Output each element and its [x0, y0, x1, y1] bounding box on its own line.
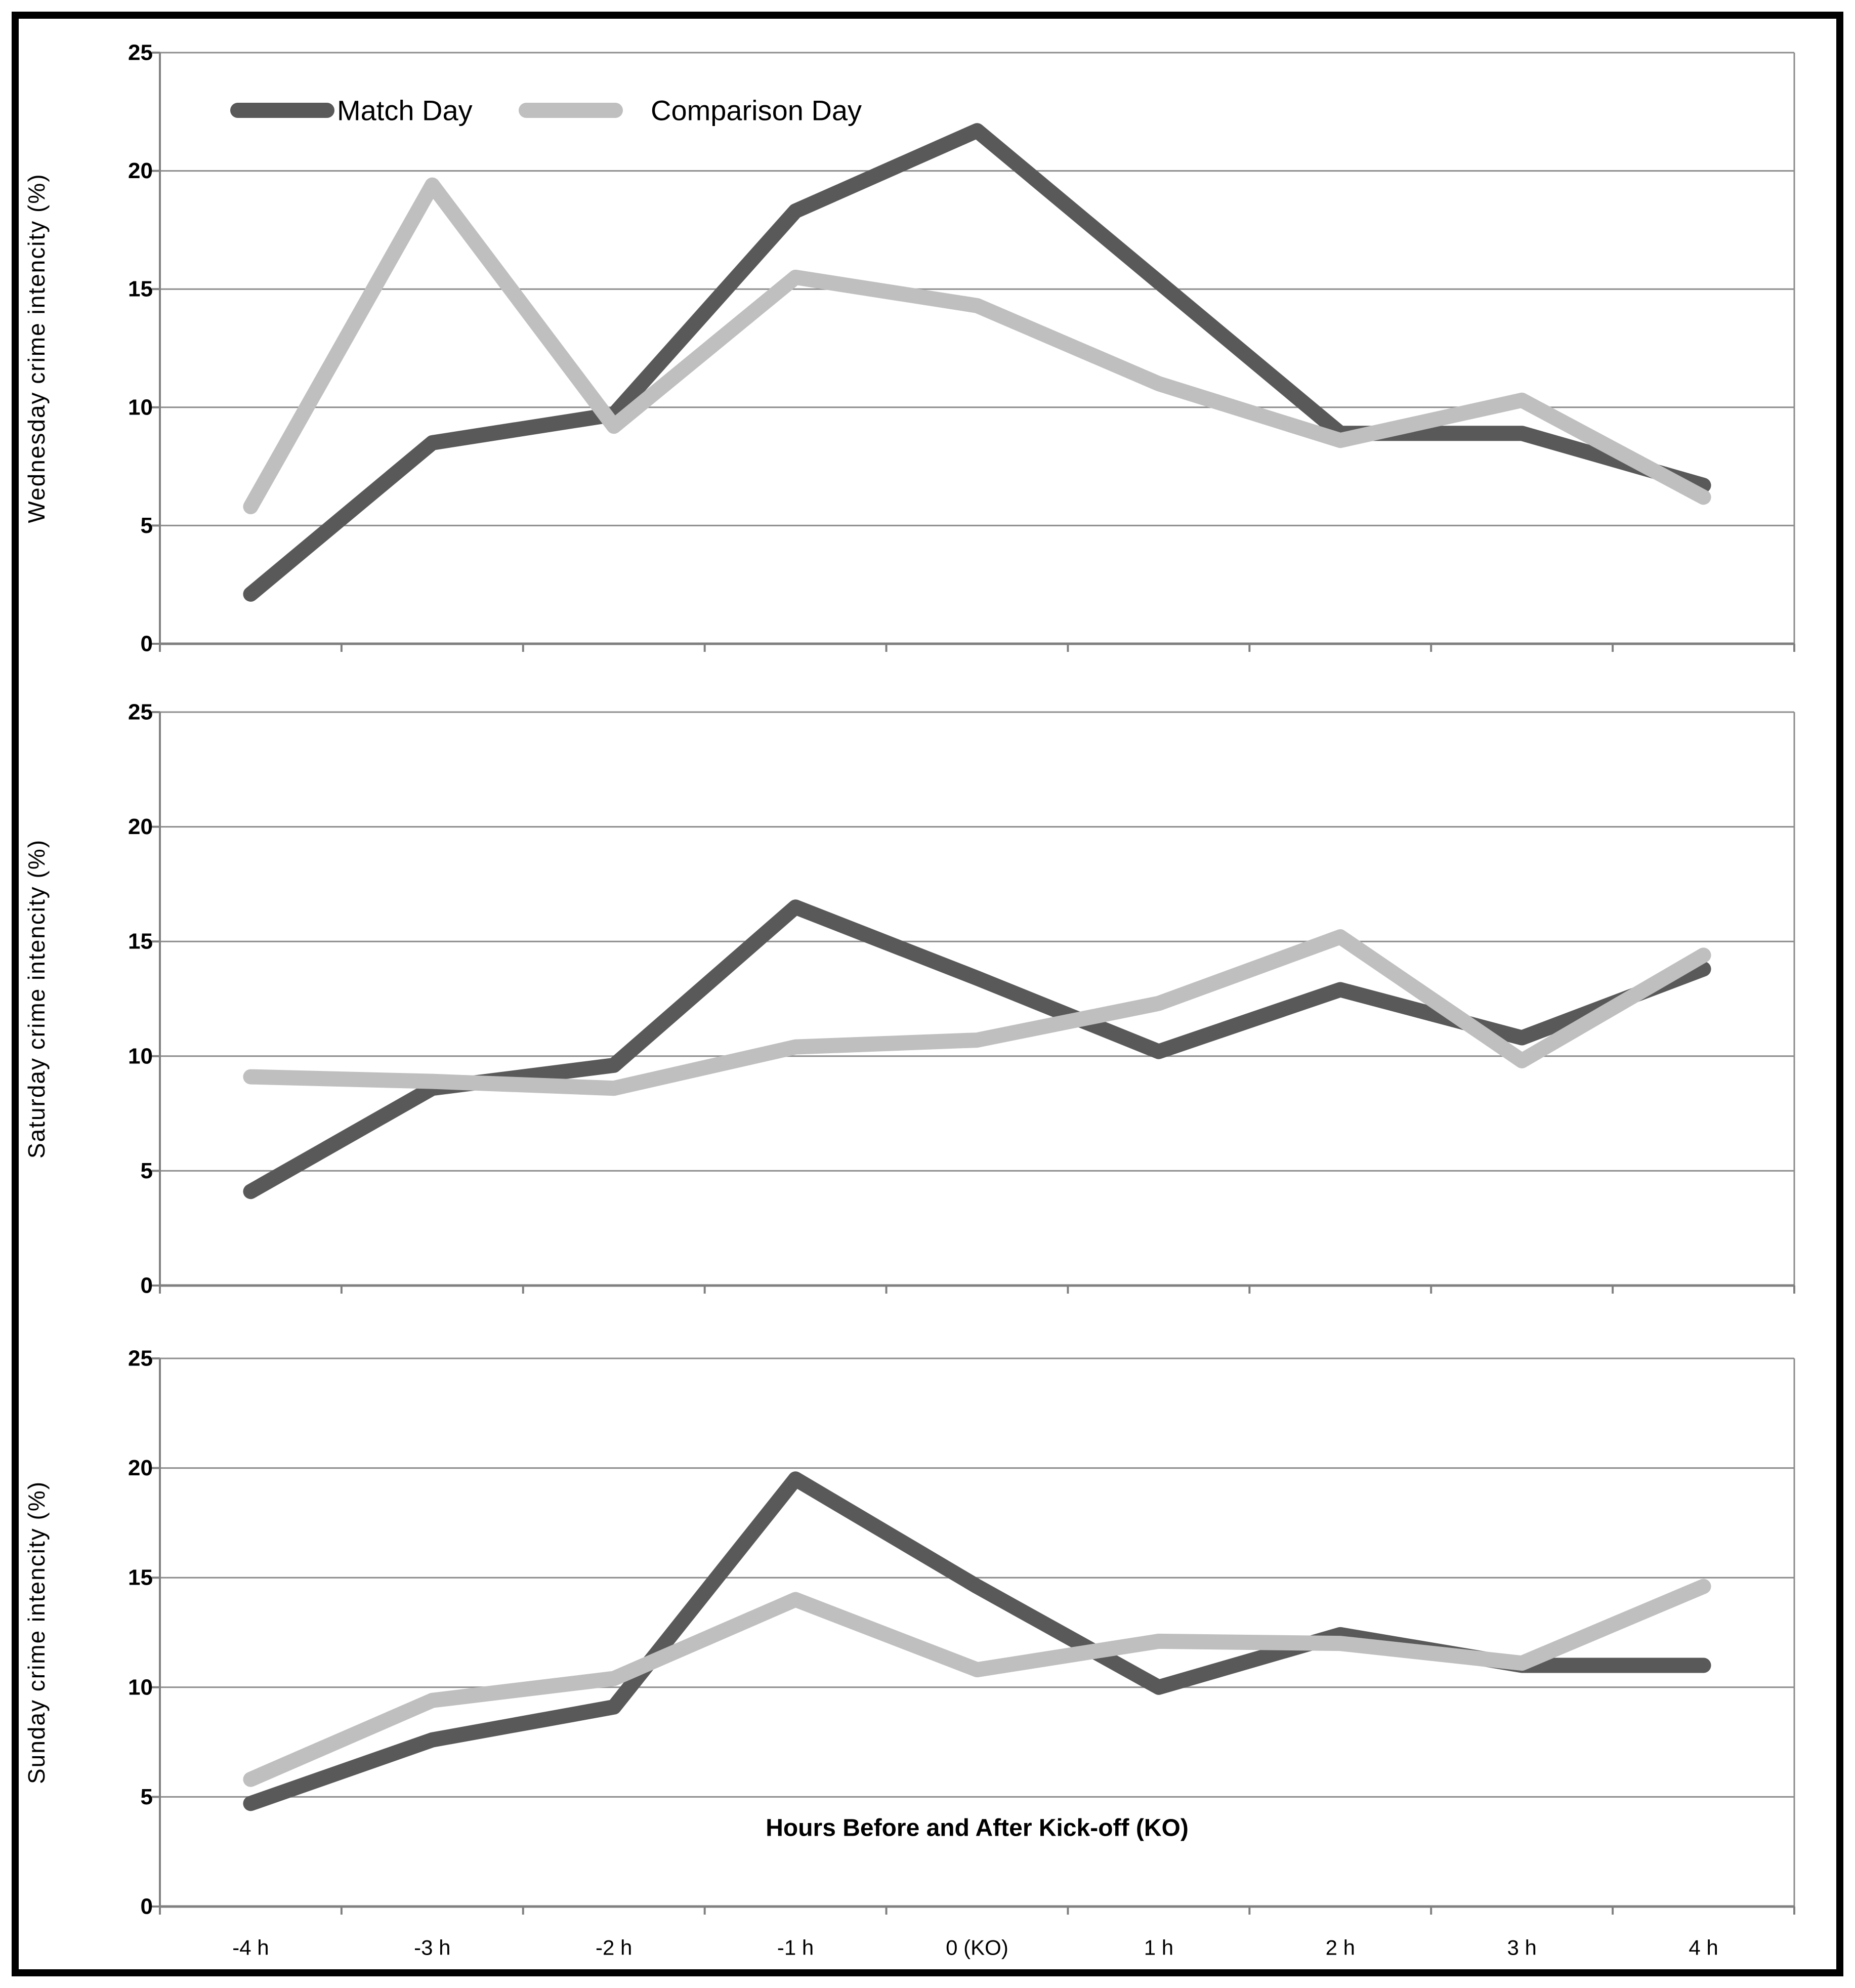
y-tick-label: 5 [141, 1158, 153, 1183]
y-axis-title: Saturday crime intencity (%) [23, 839, 50, 1158]
y-tick-label: 15 [128, 277, 153, 302]
x-axis-title: Hours Before and After Kick-off (KO) [766, 1815, 1189, 1842]
x-tick-label-5: 1 h [1144, 1936, 1173, 1960]
x-tick-label-1: -3 h [414, 1936, 450, 1960]
y-tick-label: 0 [141, 632, 153, 656]
comparison-day-line-wednesday [243, 177, 1711, 515]
match-day-line-saturday [243, 899, 1711, 1199]
comparison-day-line-saturday [243, 929, 1711, 1096]
comparison-day-line-sunday [243, 1579, 1711, 1787]
y-tick-label: 20 [128, 1456, 153, 1480]
panel-saturday: 0 5 10 15 20 25 Saturday crime intencity (%) [23, 700, 1795, 1298]
match-day-line-wednesday [243, 123, 1711, 602]
panel-wednesday: 0 5 10 15 20 25 Wednesday crime intencity (%) [23, 40, 1795, 656]
x-tick-label-4: 0 (KO) [946, 1936, 1008, 1960]
x-tick-label-7: 3 h [1507, 1936, 1536, 1960]
y-tick-label: 5 [141, 1785, 153, 1809]
legend: Match Day Comparison Day [230, 95, 862, 127]
panel-sunday: 0 5 10 15 20 25 Sunday crime intencity (%) [23, 1346, 1795, 1919]
y-tick-label: 15 [128, 929, 153, 954]
y-tick-label: 25 [128, 700, 153, 725]
y-tick-label: 5 [141, 513, 153, 538]
y-tick-label: 15 [128, 1565, 153, 1590]
y-tick-label: 20 [128, 158, 153, 183]
x-tick-label-6: 2 h [1326, 1936, 1355, 1960]
legend-comparison-day-label: Comparison Day [651, 95, 862, 127]
x-tick-label-2: -2 h [596, 1936, 632, 1960]
figure-border [12, 12, 1843, 1976]
x-tick-label-3: -1 h [777, 1936, 814, 1960]
y-tick-label: 0 [141, 1273, 153, 1298]
y-tick-label: 0 [141, 1894, 153, 1919]
y-axis-title: Sunday crime intencity (%) [23, 1481, 50, 1784]
y-axis-title: Wednesday crime intencity (%) [23, 173, 50, 523]
legend-match-day-label: Match Day [337, 95, 473, 127]
x-tick-label-8: 4 h [1689, 1936, 1718, 1960]
y-tick-label: 10 [128, 395, 153, 420]
x-tick-label-0: -4 h [232, 1936, 269, 1960]
y-tick-label: 10 [128, 1675, 153, 1700]
y-tick-label: 25 [128, 1346, 153, 1371]
y-tick-label: 25 [128, 40, 153, 65]
match-day-line-sunday [243, 1471, 1711, 1811]
y-tick-label: 10 [128, 1044, 153, 1068]
y-tick-label: 20 [128, 814, 153, 839]
